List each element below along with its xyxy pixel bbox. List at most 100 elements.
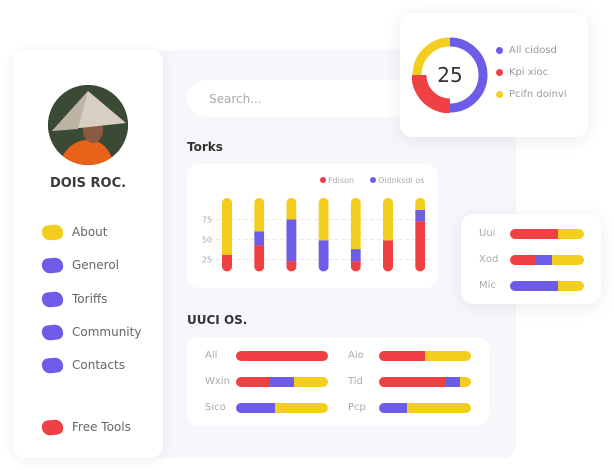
legend-dot-icon [496, 91, 503, 98]
bar-label: Mic [479, 280, 496, 291]
bar-segment [254, 245, 265, 272]
sidebar: DOIS ROC. About Generol Toriffs Community Co… [13, 50, 163, 458]
horizontal-bar [379, 376, 471, 387]
bar-label: Uui [479, 228, 496, 239]
bar-segment [379, 350, 425, 361]
bar-segment [425, 350, 471, 361]
menu-blob-icon [41, 418, 64, 436]
donut-slice [412, 37, 451, 76]
bar-segment [379, 376, 447, 387]
uuci-title: UUCI OS. [187, 313, 248, 327]
donut-card: 25 All cidosd Kpi xioc Pcifn doinvi [400, 13, 588, 137]
donut-chart [412, 37, 488, 113]
bar-segment [254, 231, 265, 246]
horizontal-bar [236, 402, 328, 413]
bar-segment [558, 280, 584, 291]
bar-5 [350, 197, 361, 272]
y-tick-label: 50 [202, 236, 212, 245]
bar-segment [415, 221, 426, 272]
bar-segment [510, 254, 536, 265]
bar-segment [236, 376, 270, 387]
sidebar-item-contacts[interactable]: Contacts [41, 355, 125, 375]
sidebar-item-label: About [72, 225, 108, 239]
donut-legend-item: All cidosd [496, 45, 567, 56]
donut-legend-item: Pcifn doinvi [496, 89, 567, 100]
bar-segment [510, 228, 559, 239]
bar-segment [222, 197, 232, 255]
horizontal-bar [510, 228, 584, 239]
horizontal-bar [379, 402, 471, 413]
bar-row: Uui [479, 228, 584, 239]
sidebar-item-about[interactable]: About [41, 222, 108, 242]
bar-4 [318, 197, 329, 272]
horizontal-bar [510, 254, 584, 265]
avatar[interactable] [48, 85, 128, 165]
bar-segment [254, 197, 265, 232]
sidebar-item-free-tools[interactable]: Free Tools [41, 417, 131, 437]
legend-dot-icon [496, 47, 503, 54]
search-input[interactable]: Search... [187, 80, 412, 117]
bar-segment [236, 350, 328, 361]
y-tick-label: 75 [202, 216, 212, 225]
legend-label: Pcifn doinvi [509, 89, 567, 100]
bar-segment [383, 240, 393, 272]
sidebar-item-label: Toriffs [72, 292, 108, 306]
legend-dot-icon [370, 177, 376, 183]
bar-segment [415, 197, 426, 210]
bar-chart-card: 75 50 25 Fdison Oidnksdi os [187, 164, 438, 288]
bar-segment [286, 197, 297, 220]
bar-label: Sico [205, 402, 226, 413]
bar-segment [406, 402, 471, 413]
donut-slice [412, 74, 451, 113]
bar-segment [383, 197, 393, 241]
bar-3 [286, 197, 297, 272]
sidebar-item-community[interactable]: Community [41, 322, 142, 342]
horizontal-bar [236, 376, 328, 387]
legend-dot-icon [496, 69, 503, 76]
bar-segment [552, 254, 584, 265]
bar-segment [286, 219, 297, 262]
bar-row: Sico [205, 402, 328, 413]
donut-center-value: 25 [437, 63, 463, 87]
user-name: DOIS ROC. [49, 176, 127, 191]
bar-label: All [205, 350, 218, 361]
bar-segment [286, 261, 297, 272]
bar-row: Tid [348, 376, 471, 387]
legend-dot-icon [320, 177, 326, 183]
sidebar-item-toriffs[interactable]: Toriffs [41, 289, 108, 309]
right-bars-card: Uui Xod Mic [461, 214, 601, 304]
bar-segment [236, 402, 275, 413]
bar-segment [459, 376, 471, 387]
bar-row: Xod [479, 254, 584, 265]
bar-label: Tid [348, 376, 363, 387]
bar-segment [510, 280, 559, 291]
donut-legend-item: Kpi xioc [496, 67, 567, 78]
bar-segment [293, 376, 328, 387]
legend-label: All cidosd [509, 45, 557, 56]
sidebar-item-label: Free Tools [72, 420, 131, 434]
bar-segment [318, 197, 329, 241]
bar-segment [535, 254, 553, 265]
menu-blob-icon [41, 256, 64, 274]
horizontal-bar [379, 350, 471, 361]
sidebar-item-label: Community [72, 325, 142, 339]
bar-segment [415, 209, 426, 222]
menu-blob-icon [41, 223, 64, 241]
bar-segment [222, 254, 232, 272]
sidebar-item-label: Contacts [72, 358, 125, 372]
menu-blob-icon [41, 290, 64, 308]
horizontal-bar [236, 350, 328, 361]
bar-segment [446, 376, 460, 387]
bar-label: Pcp [348, 402, 366, 413]
bar-segment [269, 376, 294, 387]
bar-segment [350, 197, 361, 250]
horizontal-bar [510, 280, 584, 291]
sidebar-item-generol[interactable]: Generol [41, 255, 120, 275]
bar-label: Wxin [205, 376, 230, 387]
legend-label: Fdison [328, 176, 354, 185]
donut-slice [449, 37, 488, 113]
menu-blob-icon [41, 323, 64, 341]
sidebar-item-label: Generol [72, 258, 120, 272]
bar-segment [379, 402, 407, 413]
menu-blob-icon [41, 356, 64, 374]
